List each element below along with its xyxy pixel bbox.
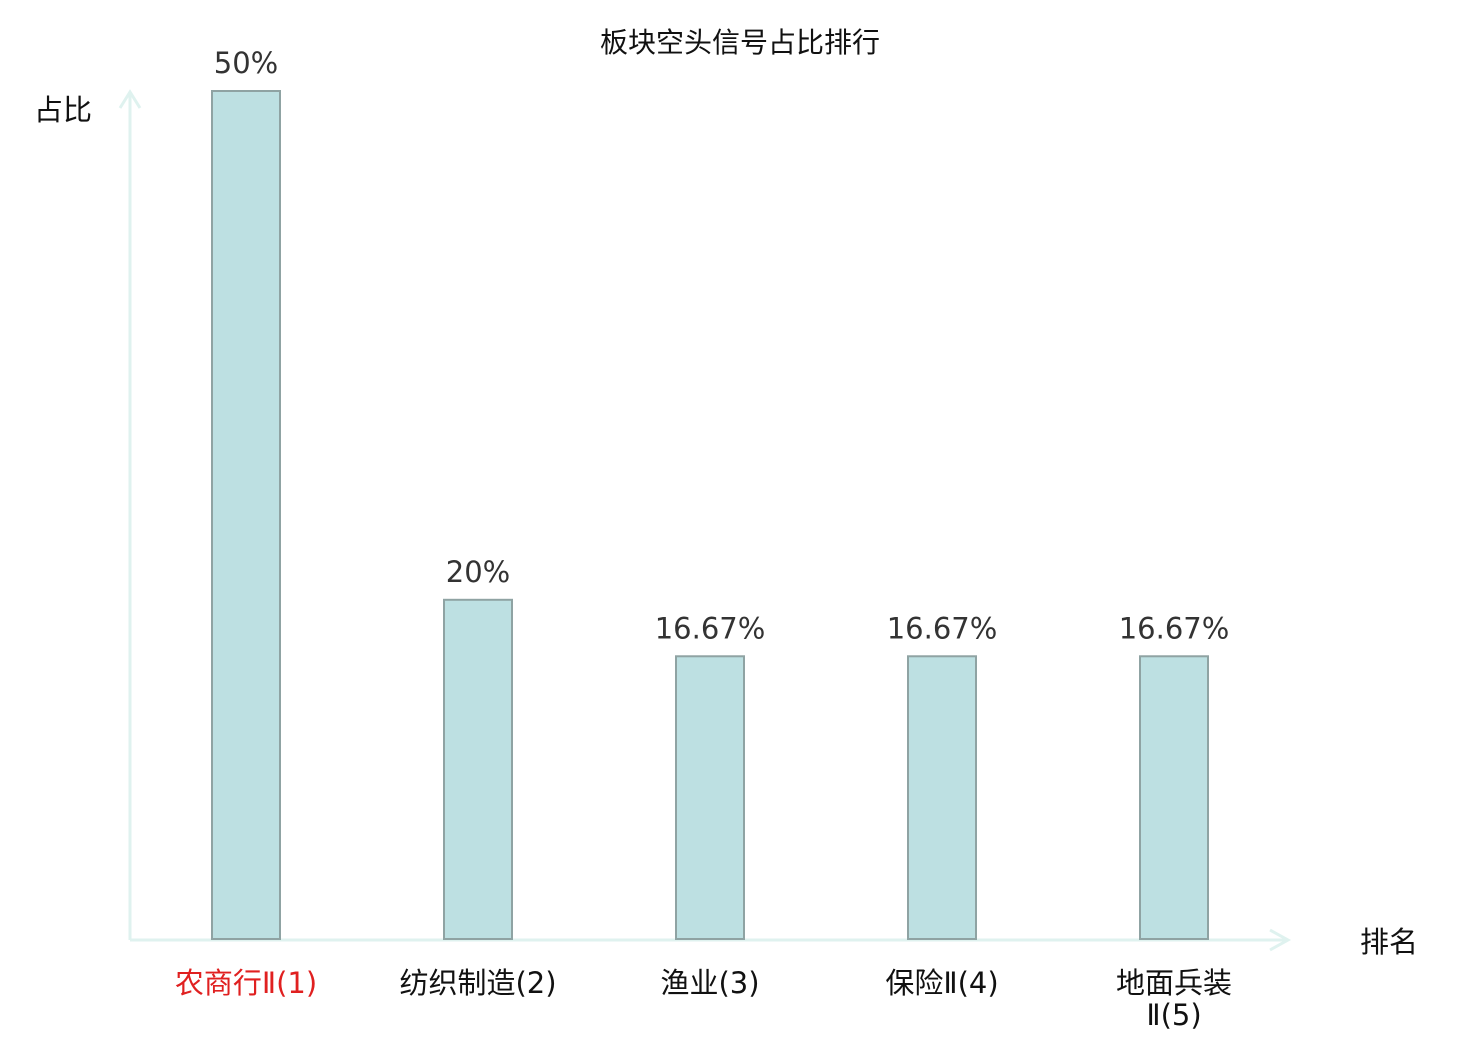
value-labels-group: 50% 20% 16.67% 16.67% 16.67% <box>214 46 1230 645</box>
value-label-1: 50% <box>214 46 278 80</box>
bars-group <box>211 90 1209 940</box>
y-axis-label: 占比 <box>34 93 92 127</box>
chart-title: 板块空头信号占比排行 <box>600 26 880 59</box>
x-axis-arrow <box>1269 928 1292 952</box>
bar-4 <box>907 655 977 940</box>
value-label-4: 16.67% <box>887 611 998 645</box>
value-label-3: 16.67% <box>655 611 766 645</box>
x-tick-label-3: 渔业(3) <box>660 966 759 1000</box>
y-axis-arrow <box>118 89 142 109</box>
x-tick-label-1: 农商行Ⅱ(1) <box>175 966 317 1000</box>
bar-2 <box>443 598 513 940</box>
bar-5 <box>1139 655 1209 940</box>
x-tick-label-5: 地面兵装 Ⅱ(5) <box>1116 966 1232 1032</box>
x-tick-label-line: 渔业(3) <box>660 966 759 1000</box>
x-tick-label-line: Ⅱ(5) <box>1146 998 1201 1032</box>
x-axis-label: 排名 <box>1360 925 1418 959</box>
bar-1 <box>211 90 281 940</box>
x-tick-label-line: 保险Ⅱ(4) <box>885 966 998 1000</box>
tick-labels-group: 农商行Ⅱ(1) 纺织制造(2) 渔业(3) 保险Ⅱ(4) 地面兵装 Ⅱ(5) <box>175 966 1232 1032</box>
x-tick-label-line: 纺织制造(2) <box>399 966 556 1000</box>
bar-3 <box>675 655 745 940</box>
x-tick-label-line: 农商行Ⅱ(1) <box>175 966 317 1000</box>
value-label-5: 16.67% <box>1119 611 1230 645</box>
x-tick-label-2: 纺织制造(2) <box>399 966 556 1000</box>
x-tick-label-line: 地面兵装 <box>1116 966 1232 1000</box>
x-tick-label-4: 保险Ⅱ(4) <box>885 966 998 1000</box>
value-label-2: 20% <box>446 555 510 589</box>
